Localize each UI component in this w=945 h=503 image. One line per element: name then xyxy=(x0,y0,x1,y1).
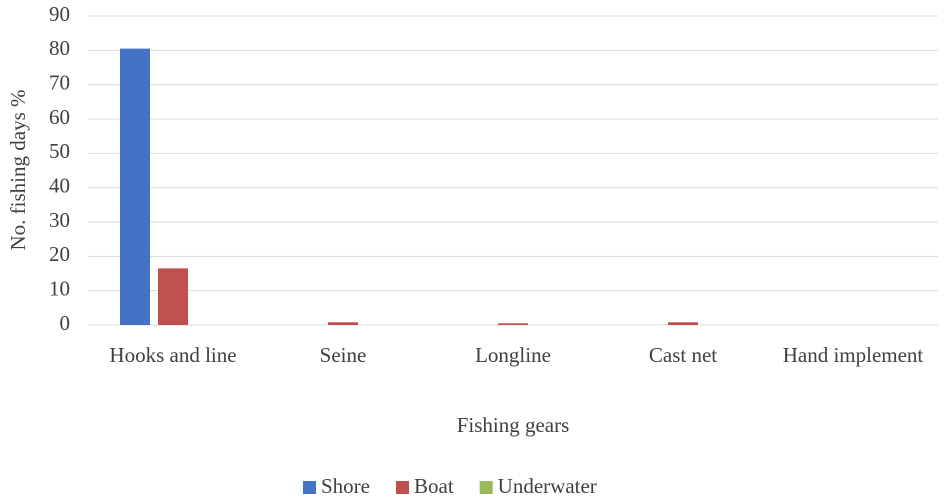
x-tick-label: Hand implement xyxy=(783,343,924,367)
y-tick-label: 90 xyxy=(49,2,70,26)
legend-label: Boat xyxy=(414,474,454,498)
bar xyxy=(120,48,150,325)
y-axis-title: No. fishing days % xyxy=(6,90,30,251)
legend-swatch xyxy=(303,481,316,494)
legend-label: Shore xyxy=(321,474,370,498)
y-tick-label: 20 xyxy=(49,242,70,266)
x-tick-label: Longline xyxy=(475,343,551,367)
y-tick-label: 60 xyxy=(49,105,70,129)
x-tick-label: Cast net xyxy=(649,343,717,367)
x-axis-title: Fishing gears xyxy=(457,413,570,437)
x-tick-label: Hooks and line xyxy=(109,343,236,367)
bar xyxy=(328,322,358,325)
bar xyxy=(158,268,188,325)
bar xyxy=(498,323,528,325)
y-tick-label: 30 xyxy=(49,208,70,232)
legend-swatch xyxy=(396,481,409,494)
y-tick-label: 70 xyxy=(49,70,70,94)
legend-swatch xyxy=(479,481,493,494)
y-tick-label: 10 xyxy=(49,276,70,300)
y-tick-label: 40 xyxy=(49,173,70,197)
bar xyxy=(668,322,698,325)
y-tick-label: 80 xyxy=(49,36,70,60)
y-tick-label: 50 xyxy=(49,139,70,163)
y-tick-label: 0 xyxy=(60,311,71,335)
x-tick-label: Seine xyxy=(320,343,367,367)
legend-label: Underwater xyxy=(498,474,597,498)
